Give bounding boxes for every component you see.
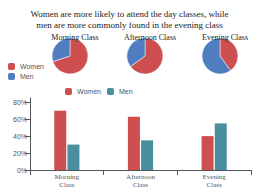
svg-text:80%: 80% [13, 99, 27, 106]
svg-text:40%: 40% [13, 133, 27, 140]
svg-text:Afternoon: Afternoon [126, 173, 155, 181]
svg-text:Women: Women [77, 88, 101, 95]
svg-text:Women: Women [20, 63, 44, 70]
svg-text:Men: Men [20, 73, 34, 80]
svg-text:Class: Class [133, 181, 148, 189]
svg-text:0%: 0% [17, 167, 27, 174]
svg-text:Evening Class: Evening Class [202, 33, 248, 42]
svg-text:Class: Class [59, 181, 74, 189]
svg-text:Women are more likely to atten: Women are more likely to attend the day … [30, 9, 228, 19]
svg-text:Men: Men [119, 88, 133, 95]
svg-text:Morning: Morning [55, 173, 80, 181]
svg-text:Afternoon Class: Afternoon Class [124, 33, 176, 42]
svg-text:men are more commonly found in: men are more commonly found in the eveni… [36, 20, 223, 30]
svg-text:20%: 20% [13, 150, 27, 157]
svg-text:Class: Class [207, 181, 222, 189]
svg-text:60%: 60% [13, 116, 27, 123]
svg-text:Evening: Evening [203, 173, 227, 181]
svg-text:Morning Class: Morning Class [51, 33, 98, 42]
